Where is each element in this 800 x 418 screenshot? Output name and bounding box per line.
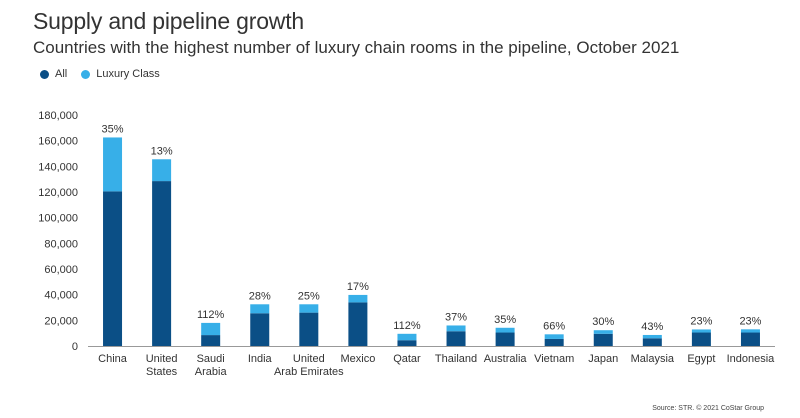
bar-all [299,312,319,346]
bar-luxury-class [201,322,221,336]
bar-all [250,313,270,346]
data-label: 23% [690,315,712,327]
y-tick-label: 180,000 [38,110,78,122]
bar-all [397,340,417,346]
legend-label-all: All [55,68,68,80]
x-tick-label: India [248,353,273,365]
y-tick-label: 80,000 [44,238,78,250]
x-tick-label: Indonesia [727,353,776,365]
bar-luxury-class [103,137,123,192]
data-label: 35% [494,314,516,326]
x-tick-label: China [98,353,128,365]
data-label: 43% [641,321,663,333]
x-tick-label: Egypt [687,353,715,365]
y-tick-label: 100,000 [38,213,78,225]
data-label: 23% [739,315,761,327]
y-tick-label: 0 [72,341,78,353]
x-tick-label: United [146,353,178,365]
data-label: 112% [393,320,421,332]
bar-luxury-class [642,334,662,339]
y-tick-label: 60,000 [44,264,78,276]
x-tick-label: Qatar [393,353,421,365]
x-tick-label: Saudi [197,353,225,365]
bar-all [348,302,368,346]
bar-luxury-class [397,333,417,341]
bar-luxury-class [740,329,760,333]
bar-all [152,181,172,346]
data-label: 30% [592,316,614,328]
bar-luxury-class [446,325,466,332]
data-label: 25% [298,290,320,302]
bar-luxury-class [544,334,564,339]
chart-subtitle: Countries with the highest number of lux… [33,38,680,57]
x-tick-label: Thailand [435,353,477,365]
bar-all [691,332,711,346]
data-label: 112% [197,309,225,321]
x-tick-label: Arabia [195,366,228,378]
data-label: 35% [102,123,124,135]
bar-luxury-class [250,304,270,314]
y-tick-label: 140,000 [38,161,78,173]
x-tick-label: Arab Emirates [274,366,344,378]
legend-swatch-luxury [81,69,91,79]
bar-all [201,335,221,346]
x-tick-label: States [146,366,178,378]
legend-item-all: All [40,68,67,80]
bar-luxury-class [691,329,711,333]
data-label: 37% [445,311,467,323]
bar-all [740,332,760,346]
y-tick-label: 40,000 [44,290,78,302]
y-tick-label: 120,000 [38,187,78,199]
legend-swatch-all [40,69,49,79]
bar-all [495,332,515,346]
bar-luxury-class [152,159,172,182]
data-label: 28% [249,290,271,302]
bar-all [593,333,613,346]
x-tick-label: Mexico [340,353,375,365]
source-note: Source: STR. © 2021 CoStar Group [652,405,764,412]
y-tick-label: 160,000 [38,136,78,148]
bar-luxury-class [495,327,515,333]
x-tick-label: Malaysia [631,353,675,365]
bar-luxury-class [348,294,368,303]
legend: All Luxury Class [40,68,174,80]
bar-all [103,191,123,346]
data-label: 66% [543,320,565,332]
legend-item-luxury: Luxury Class [81,68,160,80]
data-label: 17% [347,281,369,293]
bar-luxury-class [299,304,319,313]
bar-all [642,338,662,346]
chart-title: Supply and pipeline growth [33,8,304,34]
x-tick-label: Australia [484,353,528,365]
x-tick-label: Vietnam [534,353,574,365]
bar-all [544,338,564,346]
x-tick-label: United [293,353,325,365]
bar-all [446,331,466,346]
data-label: 13% [151,145,173,157]
legend-label-luxury: Luxury Class [96,68,160,80]
bar-luxury-class [593,330,613,334]
x-tick-label: Japan [588,353,618,365]
y-tick-label: 20,000 [44,315,78,327]
